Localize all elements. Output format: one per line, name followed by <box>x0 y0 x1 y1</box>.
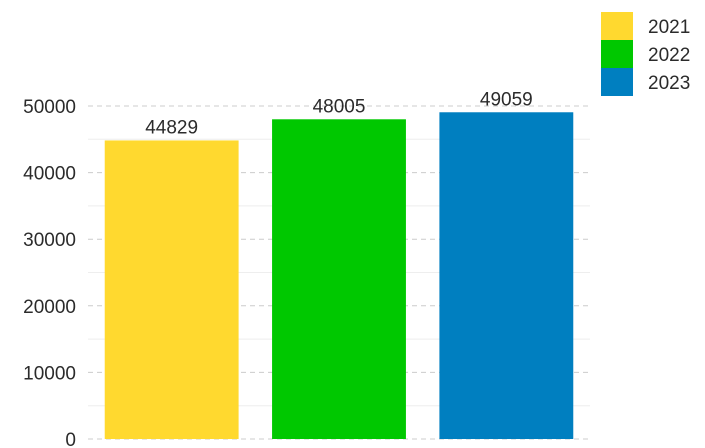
legend-label-2021: 2021 <box>648 17 690 38</box>
legend-swatch-2021 <box>601 12 633 40</box>
y-tick-label: 0 <box>65 430 76 448</box>
bar-2022 <box>272 119 406 440</box>
y-axis: 0 10000 20000 30000 40000 50000 <box>23 97 76 448</box>
y-tick-label: 50000 <box>23 97 76 118</box>
y-tick-label: 20000 <box>23 297 76 318</box>
bars <box>104 112 574 440</box>
bar-2023 <box>439 112 574 439</box>
data-label-2023: 49059 <box>480 89 533 110</box>
y-tick-label: 30000 <box>23 230 76 251</box>
legend-swatch-2022 <box>601 40 633 68</box>
data-label-2021: 44829 <box>145 117 198 138</box>
data-label-2022: 48005 <box>313 96 366 117</box>
y-tick-label: 40000 <box>23 164 76 185</box>
legend-label-2022: 2022 <box>648 45 690 66</box>
legend: 2021 2022 2023 <box>601 12 690 96</box>
bar-2021 <box>104 140 239 440</box>
y-tick-label: 10000 <box>23 363 76 384</box>
data-labels: 44829 48005 49059 <box>145 89 533 138</box>
legend-swatch-2023 <box>601 68 633 96</box>
legend-label-2023: 2023 <box>648 73 690 94</box>
